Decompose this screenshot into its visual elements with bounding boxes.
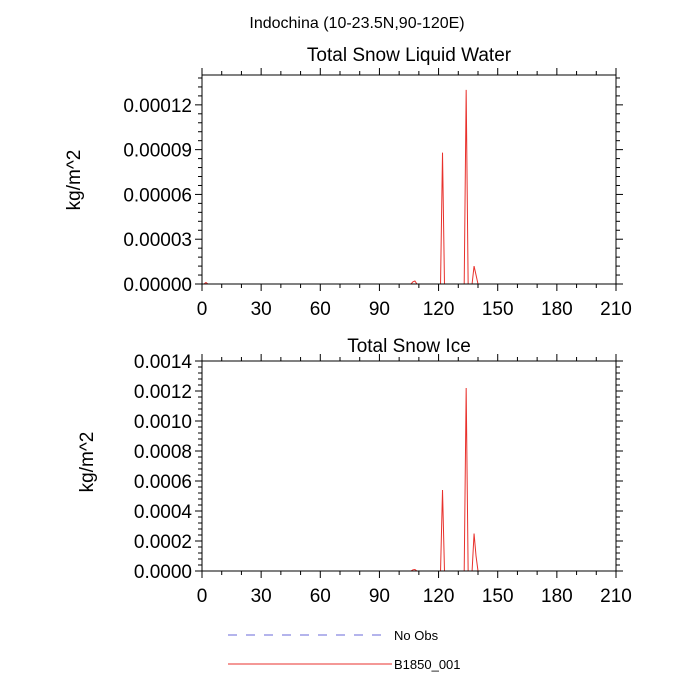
y-tick-label: 0.0014: [134, 352, 193, 373]
legend-label-no-obs: No Obs: [394, 628, 439, 643]
y-axis-label: kg/m^2: [77, 432, 98, 493]
x-tick-label: 210: [600, 299, 632, 320]
panel-snow-liquid-water: Total Snow Liquid Water kg/m^2 0 30 60 90 12…: [64, 45, 632, 320]
x-tick-label: 120: [423, 586, 455, 607]
y-tick-label: 0.00009: [123, 141, 192, 162]
x-tick-label: 120: [423, 299, 455, 320]
x-tick-label: 30: [251, 299, 272, 320]
x-tick-label: 180: [541, 299, 573, 320]
y-tick-label: 0.0000: [134, 562, 192, 583]
x-tick-label: 60: [310, 586, 331, 607]
x-tick-label: 150: [482, 586, 514, 607]
legend: No Obs B1850_001: [228, 628, 461, 672]
y-tick-label: 0.0004: [134, 502, 193, 523]
x-tick-label: 150: [482, 299, 514, 320]
y-tick-label: 0.00003: [123, 230, 192, 251]
y-tick-label: 0.0008: [134, 442, 192, 463]
y-axis-label: kg/m^2: [64, 150, 85, 211]
x-tick-label: 30: [251, 586, 272, 607]
x-tick-label: 90: [369, 299, 390, 320]
legend-label-b1850: B1850_001: [394, 657, 461, 672]
x-tick-label: 0: [197, 299, 208, 320]
series-line-b1850-001: [203, 89, 479, 285]
x-tick-label: 60: [310, 299, 331, 320]
figure-title: Indochina (10-23.5N,90-120E): [249, 15, 464, 32]
x-tick-label: 90: [369, 586, 390, 607]
panel-snow-ice: Total Snow Ice kg/m^2 0 30 60 90 120 150 180 21…: [77, 336, 632, 607]
y-tick-label: 0.00006: [123, 185, 192, 206]
y-tick-label: 0.00012: [123, 96, 192, 117]
series-line-b1850-001: [410, 387, 479, 572]
y-tick-label: 0.0012: [134, 382, 192, 403]
y-tick-label: 0.00000: [123, 275, 192, 296]
y-tick-label: 0.0010: [134, 412, 192, 433]
plot-frame: [201, 74, 617, 285]
y-tick-label: 0.0006: [134, 472, 192, 493]
x-tick-label: 210: [600, 586, 632, 607]
panel-title: Total Snow Liquid Water: [307, 45, 512, 66]
plot-frame: [201, 360, 617, 572]
y-tick-label: 0.0002: [134, 532, 192, 553]
x-tick-label: 0: [197, 586, 208, 607]
x-tick-label: 180: [541, 586, 573, 607]
panel-title: Total Snow Ice: [347, 336, 471, 357]
